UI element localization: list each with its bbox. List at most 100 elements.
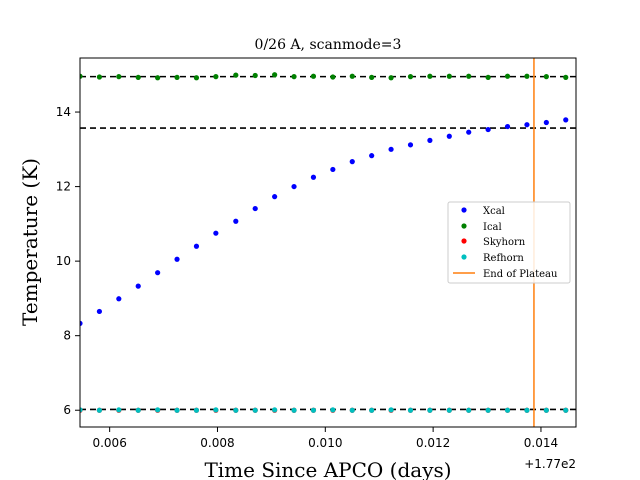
point-ical (252, 72, 258, 79)
point-refhorn (349, 407, 355, 413)
point-ical (330, 74, 336, 80)
chart-title: 0/26 A, scanmode=3 (255, 37, 402, 53)
point-ical (174, 74, 180, 80)
legend-marker-xcal (461, 207, 467, 213)
point-xcal (80, 320, 83, 326)
point-refhorn (446, 407, 452, 413)
point-refhorn (543, 407, 549, 413)
x-tick-label: 0.008 (200, 436, 234, 450)
point-ical (427, 73, 433, 79)
point-refhorn (388, 407, 394, 413)
legend-marker-refhorn (461, 254, 467, 260)
point-ical (155, 75, 161, 81)
point-refhorn (213, 407, 219, 413)
point-refhorn (407, 407, 414, 413)
point-xcal (116, 296, 122, 302)
point-refhorn (135, 407, 141, 413)
point-ical (233, 72, 239, 78)
point-xcal (504, 123, 511, 130)
point-xcal (407, 142, 414, 148)
point-xcal (466, 129, 472, 135)
point-xcal (563, 117, 569, 123)
point-xcal (427, 137, 433, 143)
point-ical (310, 73, 317, 79)
point-refhorn (485, 407, 491, 413)
point-refhorn (524, 407, 530, 413)
point-refhorn (272, 407, 278, 413)
point-ical (96, 74, 103, 80)
point-xcal (252, 205, 258, 212)
point-xcal (485, 126, 491, 133)
y-axis-label: Temperature (K) (18, 158, 42, 326)
point-xcal (272, 194, 278, 200)
legend-marker-skyhorn (461, 238, 467, 244)
point-ical (349, 73, 355, 79)
point-ical (213, 74, 219, 80)
point-xcal (388, 146, 394, 152)
x-tick-label: 0.012 (416, 436, 450, 450)
point-refhorn (504, 407, 511, 413)
point-refhorn (80, 407, 83, 413)
point-xcal (174, 256, 180, 262)
point-refhorn (291, 407, 297, 413)
legend-label-refhorn: Refhorn (483, 253, 524, 264)
axis-ticks: 0.006 0.008 0.010 0.012 0.014 6 8 10 12 14 (56, 105, 558, 450)
point-ical (116, 74, 122, 80)
point-xcal (369, 153, 375, 159)
point-xcal (291, 183, 297, 190)
point-refhorn (466, 407, 472, 413)
point-refhorn (155, 407, 161, 413)
legend-marker-ical (461, 223, 467, 229)
x-tick-label: 0.006 (92, 436, 126, 450)
point-xcal (446, 133, 452, 139)
point-refhorn (96, 407, 103, 413)
point-ical (543, 74, 549, 80)
point-ical (388, 75, 394, 81)
x-axis-label: Time Since APCO (days) (204, 458, 451, 480)
point-refhorn (193, 407, 200, 413)
legend-box (447, 201, 571, 284)
point-xcal (543, 119, 549, 126)
point-refhorn (174, 407, 180, 413)
point-xcal (524, 122, 530, 128)
point-xcal (193, 243, 200, 249)
y-tick-label: 14 (56, 105, 71, 119)
legend: Xcal Ical Skyhorn Refhorn End of Plateau (447, 201, 571, 284)
point-ical (291, 74, 297, 80)
legend-label-xcal: Xcal (483, 206, 505, 217)
point-refhorn (310, 407, 317, 413)
legend-label-skyhorn: Skyhorn (483, 237, 526, 248)
x-tick-label: 0.010 (308, 436, 342, 450)
y-tick-label: 6 (63, 403, 71, 417)
y-tick-label: 10 (56, 254, 71, 268)
x-tick-label: 0.014 (524, 436, 558, 450)
point-refhorn (369, 407, 375, 413)
point-ical (466, 73, 472, 79)
legend-label-end-of-plateau: End of Plateau (483, 269, 558, 280)
point-ical (193, 75, 200, 81)
point-ical (504, 73, 511, 79)
point-xcal (155, 270, 161, 276)
point-refhorn (233, 407, 239, 413)
point-ical (524, 73, 530, 79)
point-xcal (135, 283, 141, 289)
point-ical (135, 74, 141, 80)
point-ical (485, 74, 491, 80)
point-refhorn (116, 407, 122, 413)
plot-area (80, 58, 576, 427)
point-ical (369, 74, 375, 80)
point-ical (407, 74, 414, 80)
point-ical (80, 73, 83, 79)
point-refhorn (252, 407, 258, 413)
point-refhorn (563, 407, 569, 413)
point-xcal (233, 218, 239, 224)
point-refhorn (427, 407, 433, 413)
point-ical (446, 73, 452, 79)
x-axis-offset-label: +1.77e2 (524, 457, 576, 471)
point-refhorn (330, 407, 336, 413)
plot-frame (79, 57, 577, 428)
legend-label-ical: Ical (483, 222, 502, 233)
point-xcal (213, 230, 219, 236)
point-ical (272, 72, 278, 78)
